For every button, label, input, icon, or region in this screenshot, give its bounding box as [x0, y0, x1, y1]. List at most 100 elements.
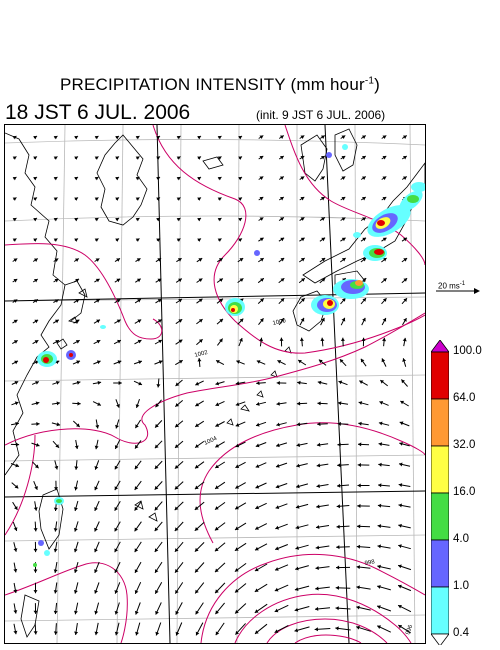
- wind-vector-head: [15, 463, 19, 468]
- wind-vector-head: [239, 338, 243, 342]
- wind-vector-head: [275, 567, 279, 571]
- wind-vector-head: [399, 421, 404, 426]
- wind-vector-head: [115, 156, 119, 160]
- colorbar-overflow-top: [431, 340, 449, 353]
- wind-vector-head: [114, 590, 119, 594]
- wind-vector-head: [338, 380, 343, 385]
- precip-cell-small: [326, 152, 332, 158]
- wind-vector-head: [238, 156, 242, 160]
- wind-vector-head: [274, 587, 279, 592]
- wind-vector-head: [219, 298, 223, 303]
- wind-vector-head: [77, 401, 81, 406]
- wind-vector-head: [198, 258, 203, 262]
- wind-vector-head: [175, 569, 179, 573]
- wind-vector-head: [53, 610, 58, 615]
- wind-vector-head: [155, 631, 160, 636]
- wind-vector-head: [336, 565, 340, 570]
- wind-vector-head: [53, 507, 58, 511]
- wind-vector-head: [377, 585, 381, 589]
- wind-vector-head: [154, 506, 159, 511]
- wind-vector-head: [320, 337, 325, 341]
- wind-vector-head: [276, 443, 280, 448]
- wind-vector-head: [279, 337, 284, 341]
- wind-vector-head: [33, 156, 37, 160]
- wind-vector-head: [300, 217, 305, 221]
- wind-vector-head: [34, 319, 39, 324]
- wind-vector-head: [195, 464, 199, 469]
- reference-vector-exp: -1: [459, 281, 466, 287]
- wind-vector-head: [33, 218, 37, 222]
- wind-vector-head: [174, 465, 179, 469]
- wind-vector-head: [377, 544, 381, 549]
- wind-vector-head: [356, 605, 360, 610]
- wind-vector-head: [198, 319, 203, 323]
- reference-vector: [436, 288, 480, 294]
- precip-cell-small: [100, 325, 106, 329]
- precip-cell-east-china-sea: [225, 298, 245, 316]
- wind-vector-head: [135, 136, 140, 140]
- wind-vector-head: [118, 381, 122, 385]
- wind-vector-head: [34, 258, 38, 262]
- wind-vector-head: [179, 360, 183, 364]
- wind-vector-head: [256, 360, 261, 364]
- wind-vector-head: [197, 238, 201, 242]
- wind-vector-head: [74, 610, 78, 615]
- lat-lon-grid: [5, 125, 425, 643]
- wind-vector-head: [116, 404, 120, 408]
- wind-vector-head: [377, 605, 381, 609]
- wind-vector-head: [398, 605, 402, 609]
- wind-vector-head: [339, 359, 344, 363]
- wind-vector-head: [335, 626, 339, 631]
- wind-vector-head: [255, 464, 260, 468]
- wind-vector-head: [174, 527, 179, 531]
- wind-vector-head: [54, 299, 59, 303]
- wind-vector-head: [382, 318, 387, 322]
- wind-vector-head: [321, 176, 325, 180]
- wind-vector-head: [256, 381, 260, 386]
- wind-vector-head: [33, 136, 37, 140]
- wind-vector-head: [55, 340, 59, 344]
- precip-cell-kii: [363, 245, 387, 261]
- wind-vector-head: [178, 278, 182, 283]
- wind-vector-head: [13, 340, 18, 344]
- wind-vector-head: [239, 258, 244, 262]
- wind-vector-head: [155, 590, 159, 594]
- init-time: (init. 9 JST 6 JUL. 2006): [256, 108, 386, 122]
- wind-vector-head: [280, 237, 285, 242]
- wind-vector-head: [260, 258, 264, 262]
- wind-vector-head: [197, 156, 201, 160]
- wind-vector-head: [336, 545, 340, 550]
- wind-vector-head: [13, 548, 18, 552]
- wind-vector-head: [134, 548, 139, 553]
- wind-vector-head: [362, 278, 367, 282]
- wind-vector-head: [254, 567, 259, 572]
- wind-vector-head: [74, 197, 78, 201]
- wind-vector-head: [276, 401, 280, 406]
- wind-vector-head: [198, 278, 203, 282]
- wind-vector-head: [260, 318, 264, 323]
- wind-vector-head: [134, 527, 139, 532]
- wind-vector-head: [382, 258, 387, 262]
- wind-vector-head: [398, 564, 402, 569]
- wind-vector-head: [156, 177, 160, 181]
- wind-vector-head: [14, 401, 19, 406]
- wind-vector-head: [398, 523, 402, 528]
- wind-vector-head: [12, 156, 17, 160]
- wind-vector-head: [315, 566, 319, 570]
- wind-vector-head: [259, 135, 264, 139]
- wind-vector-head: [239, 278, 244, 282]
- wind-vector-head: [33, 197, 37, 201]
- wind-vector-head: [174, 506, 179, 511]
- wind-vector-head: [294, 587, 299, 591]
- wind-vector-head: [134, 506, 139, 511]
- wind-vector-head: [254, 588, 259, 592]
- wind-vector-head: [362, 156, 366, 160]
- wind-vector-head: [280, 197, 284, 201]
- wind-vector-head: [321, 258, 326, 262]
- wind-vector-head: [134, 465, 139, 470]
- wind-vector-head: [234, 547, 239, 551]
- wind-vector-head: [218, 258, 223, 262]
- wind-vector-head: [157, 319, 162, 323]
- precip-cell-kyushu-interior: [333, 279, 369, 299]
- wind-vector-head: [75, 319, 80, 324]
